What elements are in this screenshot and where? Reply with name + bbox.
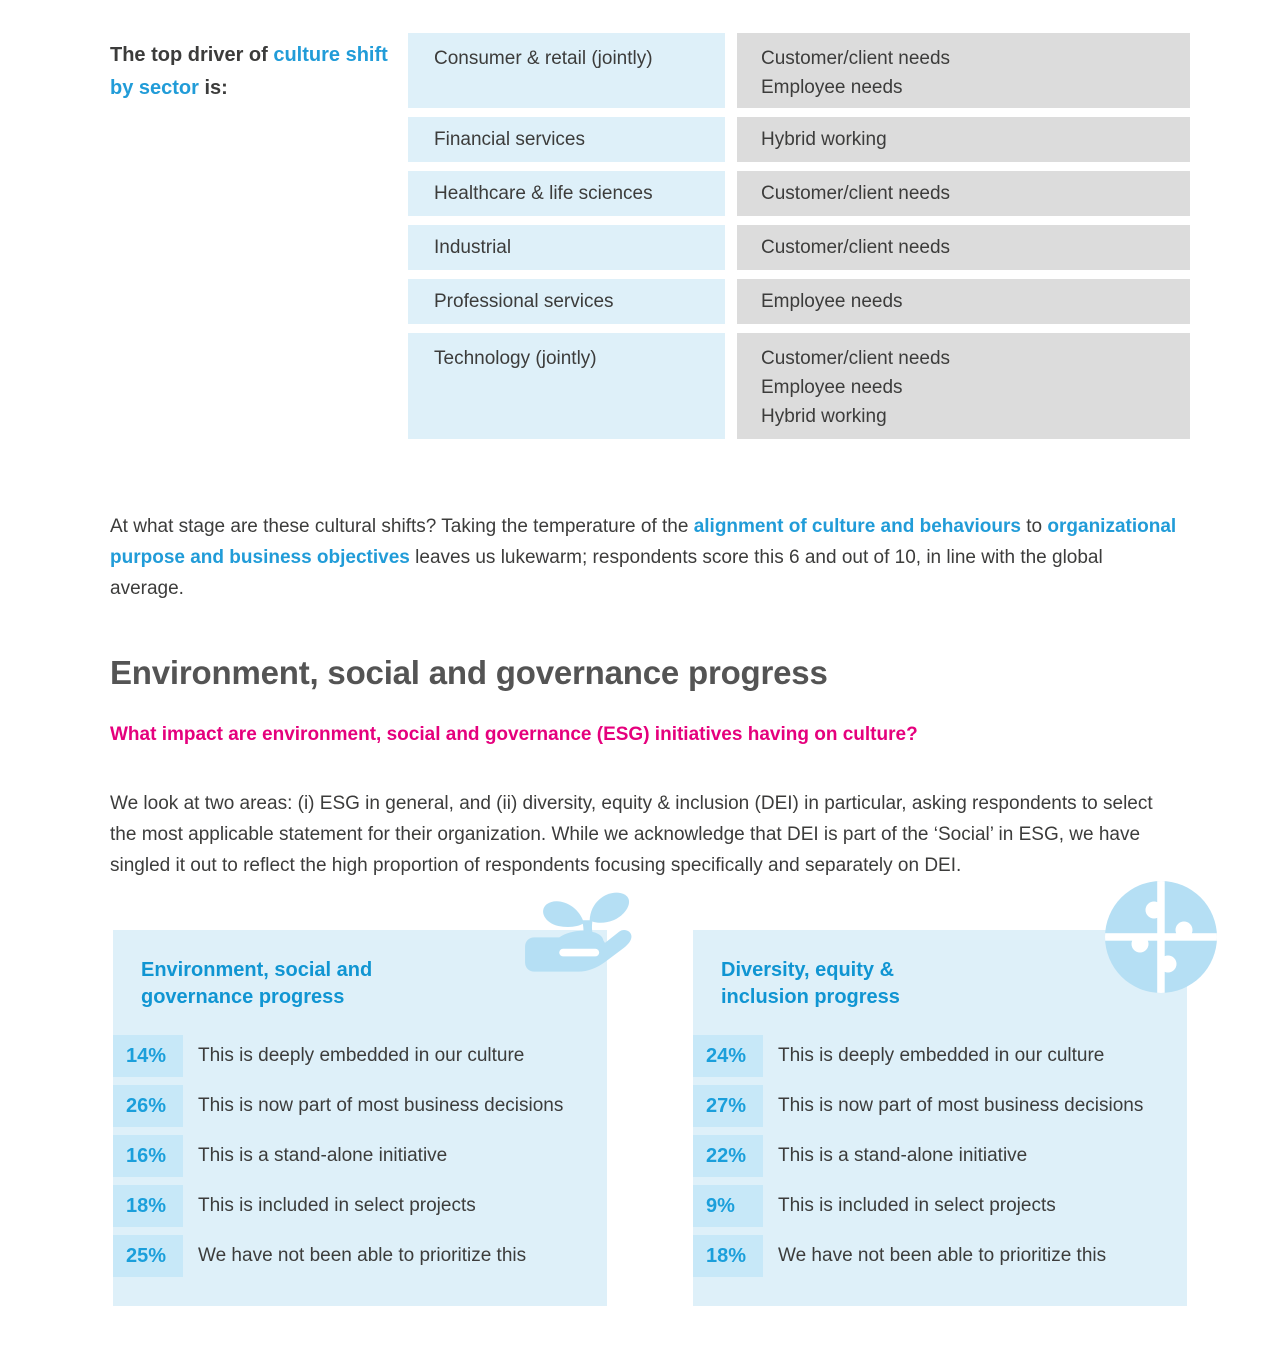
sector-cell: Consumer & retail (jointly) [408, 33, 725, 108]
paragraph-text: At what stage are these cultural shifts?… [110, 516, 694, 537]
sector-cell: Professional services [408, 279, 725, 324]
stat-list: 24% This is deeply embedded in our cultu… [693, 1035, 1187, 1277]
stat-row: 9% This is included in select projects [693, 1185, 1187, 1227]
sector-label: Technology (jointly) [434, 348, 597, 369]
sector-label: Professional services [434, 290, 614, 312]
sector-driver-table: Consumer & retail (jointly) Customer/cli… [408, 33, 1190, 448]
stat-row: 27% This is now part of most business de… [693, 1085, 1187, 1127]
sector-label: Consumer & retail (jointly) [434, 48, 653, 69]
sector-cell: Industrial [408, 225, 725, 270]
driver-cell: Customer/client needs [737, 171, 1190, 216]
table-row: Consumer & retail (jointly) Customer/cli… [408, 33, 1190, 108]
sector-intro-text: The top driver of culture shift by secto… [110, 33, 408, 448]
sector-label: Financial services [434, 128, 585, 150]
card-title: Diversity, equity & inclusion progress [693, 930, 1187, 1011]
card-title-line: governance progress [141, 986, 345, 1008]
sector-label: Healthcare & life sciences [434, 182, 653, 204]
percent-badge: 9% [693, 1185, 763, 1227]
percent-badge: 16% [113, 1135, 183, 1177]
driver-line: Customer/client needs [761, 348, 951, 369]
sector-cell: Technology (jointly) [408, 333, 725, 439]
sector-driver-section: The top driver of culture shift by secto… [0, 0, 1280, 448]
stat-label: We have not been able to prioritize this [778, 1245, 1107, 1266]
sector-cell: Financial services [408, 117, 725, 162]
dei-progress-card: Diversity, equity & inclusion progress 24… [693, 881, 1217, 1306]
intro-suffix: is: [198, 77, 228, 99]
driver-line: Customer/client needs [761, 182, 951, 204]
intro-prefix: The top driver of [110, 44, 274, 66]
stat-list: 14% This is deeply embedded in our cultu… [113, 1035, 607, 1277]
percent-badge: 26% [113, 1085, 183, 1127]
percent-badge: 25% [113, 1235, 183, 1277]
driver-cell: Customer/client needs [737, 225, 1190, 270]
table-row: Professional services Employee needs [408, 279, 1190, 324]
stat-label: This is deeply embedded in our culture [778, 1045, 1105, 1066]
driver-line: Employee needs [761, 377, 903, 398]
stat-row: 16% This is a stand-alone initiative [113, 1135, 607, 1177]
stat-label: This is included in select projects [778, 1195, 1056, 1216]
stat-row: 26% This is now part of most business de… [113, 1085, 607, 1127]
driver-line: Hybrid working [761, 128, 887, 150]
driver-cell: Employee needs [737, 279, 1190, 324]
esg-progress-card: Environment, social and governance progre… [113, 892, 632, 1306]
stat-label: This is included in select projects [198, 1195, 476, 1216]
sector-cell: Healthcare & life sciences [408, 171, 725, 216]
stat-label: This is a stand-alone initiative [778, 1145, 1028, 1166]
table-row: Technology (jointly) Customer/client nee… [408, 333, 1190, 439]
card-title-line: Diversity, equity & [721, 959, 895, 981]
stat-row: 18% We have not been able to prioritize … [693, 1235, 1187, 1277]
driver-line: Customer/client needs [761, 236, 951, 258]
stat-label: This is a stand-alone initiative [198, 1145, 448, 1166]
table-row: Healthcare & life sciences Customer/clie… [408, 171, 1190, 216]
stat-row: 18% This is included in select projects [113, 1185, 607, 1227]
card-title-line: inclusion progress [721, 986, 900, 1008]
driver-line: Employee needs [761, 77, 903, 98]
stat-label: This is deeply embedded in our culture [198, 1045, 525, 1066]
esg-body-paragraph: We look at two areas: (i) ESG in general… [110, 793, 1153, 876]
paragraph-text: leaves us lukewarm; respondents score th… [110, 547, 1103, 599]
paragraph-text: to [1020, 516, 1048, 537]
section-heading: Environment, social and governance progr… [110, 654, 828, 691]
percent-badge: 22% [693, 1135, 763, 1177]
table-row: Financial services Hybrid working [408, 117, 1190, 162]
table-row: Industrial Customer/client needs [408, 225, 1190, 270]
alignment-highlight-1: alignment of culture and behaviours [693, 516, 1021, 537]
driver-cell: Hybrid working [737, 117, 1190, 162]
percent-badge: 14% [113, 1035, 183, 1077]
stat-label: We have not been able to prioritize this [198, 1245, 527, 1266]
progress-cards: Environment, social and governance progre… [113, 881, 1280, 1306]
driver-cell: Customer/client needs Employee needs [737, 33, 1190, 108]
percent-badge: 27% [693, 1085, 763, 1127]
esg-question: What impact are environment, social and … [110, 724, 918, 745]
driver-cell: Customer/client needs Employee needs Hyb… [737, 333, 1190, 439]
stat-label: This is now part of most business decisi… [198, 1095, 564, 1116]
card-title: Environment, social and governance progre… [113, 930, 607, 1011]
driver-line: Hybrid working [761, 406, 887, 427]
driver-line: Customer/client needs [761, 48, 951, 69]
alignment-highlight-2: organizational purpose and business obje… [110, 516, 1177, 568]
stat-row: 25% We have not been able to prioritize … [113, 1235, 607, 1277]
alignment-paragraph: At what stage are these cultural shifts?… [110, 511, 1178, 604]
hand-plant-icon [525, 892, 632, 972]
percent-badge: 24% [693, 1035, 763, 1077]
stat-label: This is now part of most business decisi… [778, 1095, 1144, 1116]
intro-highlight: culture shift by sector [110, 44, 388, 99]
stat-row: 24% This is deeply embedded in our cultu… [693, 1035, 1187, 1077]
stat-row: 22% This is a stand-alone initiative [693, 1135, 1187, 1177]
card-title-line: Environment, social and [141, 959, 373, 981]
puzzle-icon [1105, 881, 1217, 993]
percent-badge: 18% [693, 1235, 763, 1277]
stat-row: 14% This is deeply embedded in our cultu… [113, 1035, 607, 1077]
driver-line: Employee needs [761, 290, 903, 312]
sector-label: Industrial [434, 236, 512, 258]
percent-badge: 18% [113, 1185, 183, 1227]
